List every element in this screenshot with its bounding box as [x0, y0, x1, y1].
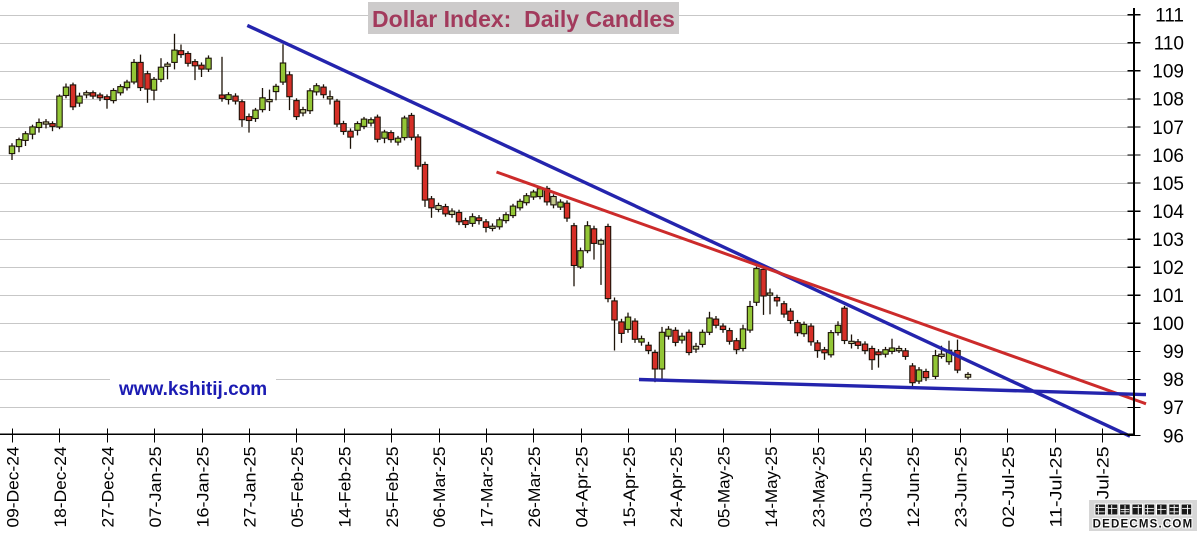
svg-text:15-Apr-25: 15-Apr-25: [620, 447, 639, 528]
svg-text:24-Apr-25: 24-Apr-25: [667, 447, 686, 528]
svg-text:98: 98: [1163, 370, 1184, 391]
svg-text:Dollar Index: Daily Candles: Dollar Index: Daily Candles: [372, 6, 675, 32]
svg-text:09-Dec-24: 09-Dec-24: [4, 447, 23, 528]
svg-text:109: 109: [1152, 62, 1184, 83]
svg-text:14-Feb-25: 14-Feb-25: [335, 447, 354, 528]
svg-text:26-Mar-25: 26-Mar-25: [525, 447, 544, 528]
svg-text:97: 97: [1163, 398, 1184, 419]
svg-text:17-Mar-25: 17-Mar-25: [478, 447, 497, 528]
svg-text:100: 100: [1152, 314, 1184, 335]
svg-text:104: 104: [1152, 202, 1184, 223]
svg-text:25-Feb-25: 25-Feb-25: [383, 447, 402, 528]
svg-text:103: 103: [1152, 230, 1184, 251]
svg-text:DEDECMS.COM: DEDECMS.COM: [1093, 519, 1194, 531]
svg-text:23-Jun-25: 23-Jun-25: [952, 447, 971, 528]
svg-text:23-May-25: 23-May-25: [809, 447, 828, 528]
svg-text:11-Jul-25: 11-Jul-25: [1046, 447, 1065, 528]
svg-text:108: 108: [1152, 90, 1184, 111]
svg-text:107: 107: [1152, 118, 1184, 139]
svg-text:16-Jan-25: 16-Jan-25: [193, 447, 212, 528]
svg-text:110: 110: [1154, 34, 1184, 55]
svg-text:18-Dec-24: 18-Dec-24: [51, 447, 70, 528]
svg-text:99: 99: [1163, 342, 1184, 363]
svg-text:27-Jan-25: 27-Jan-25: [241, 447, 260, 528]
svg-text:04-Apr-25: 04-Apr-25: [572, 447, 591, 528]
svg-text:14-May-25: 14-May-25: [762, 447, 781, 528]
svg-text:07-Jan-25: 07-Jan-25: [146, 447, 165, 528]
svg-text:96: 96: [1163, 426, 1184, 447]
svg-text:12-Jun-25: 12-Jun-25: [904, 447, 923, 528]
svg-text:106: 106: [1152, 146, 1184, 167]
svg-text:05-Feb-25: 05-Feb-25: [288, 447, 307, 528]
svg-text:27-Dec-24: 27-Dec-24: [99, 447, 118, 528]
svg-text:102: 102: [1152, 258, 1184, 279]
svg-text:111: 111: [1155, 6, 1184, 27]
svg-text:105: 105: [1152, 174, 1184, 195]
svg-text:www.kshitij.com: www.kshitij.com: [118, 379, 267, 400]
svg-text:03-Jun-25: 03-Jun-25: [857, 447, 876, 528]
svg-text:05-May-25: 05-May-25: [715, 447, 734, 528]
svg-text:02-Jul-25: 02-Jul-25: [999, 447, 1018, 528]
svg-text:101: 101: [1152, 286, 1184, 307]
svg-text:06-Mar-25: 06-Mar-25: [430, 447, 449, 528]
